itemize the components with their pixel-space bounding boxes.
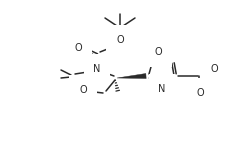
Text: O: O — [79, 85, 87, 95]
Text: O: O — [154, 47, 162, 57]
Text: O: O — [74, 43, 82, 53]
Polygon shape — [117, 73, 146, 79]
Text: N: N — [158, 84, 166, 94]
Text: O: O — [196, 88, 204, 98]
Text: N: N — [93, 64, 101, 74]
Text: O: O — [210, 64, 218, 74]
Text: O: O — [116, 35, 124, 45]
